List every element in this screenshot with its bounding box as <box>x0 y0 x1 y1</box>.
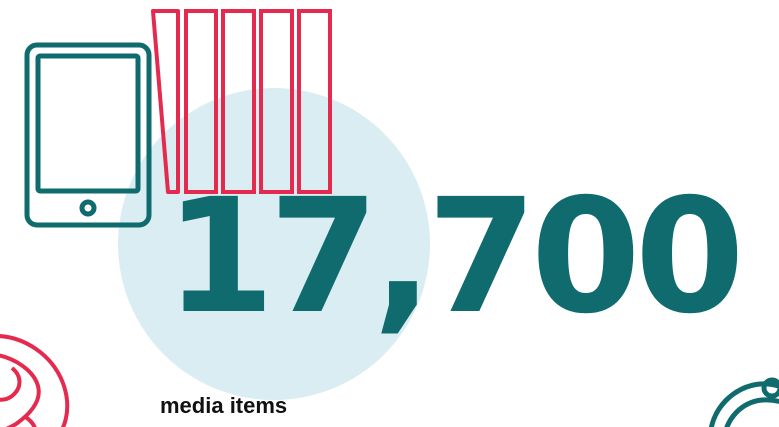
stat-number: 17,700 <box>165 165 745 349</box>
headset-icon <box>709 377 779 427</box>
stat-caption: media items <box>160 393 288 418</box>
globe-icon <box>0 334 70 427</box>
books-icon <box>151 9 332 194</box>
background-circle <box>118 88 430 400</box>
tablet-icon <box>24 42 152 228</box>
